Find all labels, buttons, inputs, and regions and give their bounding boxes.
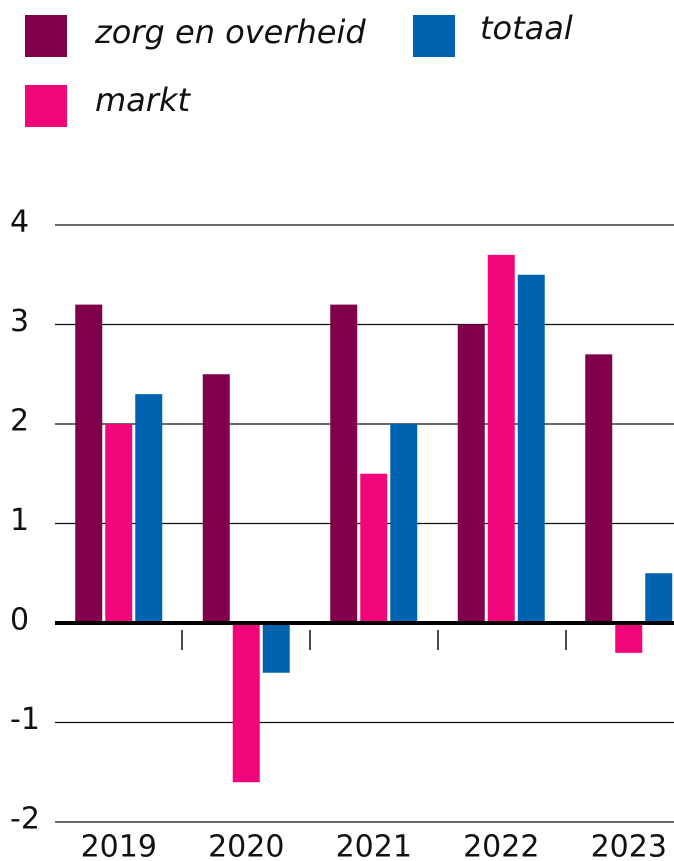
bar [360, 473, 388, 623]
bar [517, 274, 545, 623]
bar [487, 254, 515, 623]
bar [202, 374, 230, 623]
bar [75, 304, 103, 623]
x-tick-label: 2022 [463, 830, 539, 861]
bar [135, 394, 163, 623]
bar [615, 623, 643, 653]
bar [330, 304, 358, 623]
y-tick-label: 4 [10, 205, 29, 240]
bar [390, 424, 418, 623]
y-tick-label: 3 [10, 304, 29, 339]
x-tick-label: 2020 [208, 830, 284, 861]
bar [105, 424, 133, 623]
bar [585, 354, 613, 623]
x-tick-label: 2021 [336, 830, 412, 861]
bar [457, 324, 485, 623]
bar [232, 623, 260, 783]
x-tick-label: 2023 [591, 830, 667, 861]
legend-swatch [413, 15, 455, 57]
legend-label: markt [95, 81, 191, 119]
y-tick-label: 0 [10, 603, 29, 638]
y-tick-label: -1 [10, 702, 40, 737]
separators [181, 630, 567, 650]
bar [262, 623, 290, 673]
legend-label: zorg en overheid [94, 13, 366, 51]
y-tick-label: -2 [10, 802, 40, 837]
legend-label: totaal [480, 9, 573, 47]
x-tick-label: 2019 [81, 830, 157, 861]
y-tick-label: 1 [10, 503, 29, 538]
y-tick-label: 2 [10, 404, 29, 439]
bar [645, 573, 673, 623]
legend-swatch [25, 85, 67, 127]
legend-swatch [25, 15, 67, 57]
